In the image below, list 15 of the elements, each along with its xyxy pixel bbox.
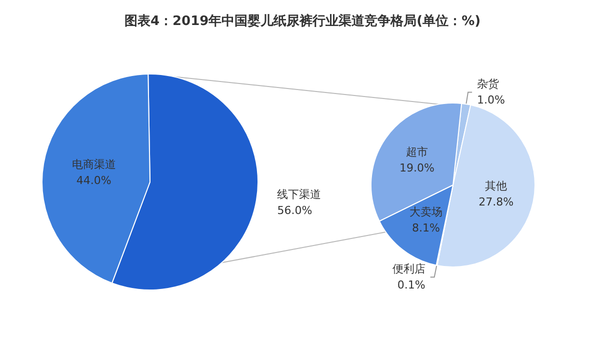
data-label: 1.0% <box>477 94 506 107</box>
data-label: 0.1% <box>397 278 426 292</box>
data-label: 27.8% <box>478 195 514 208</box>
data-label: 44.0% <box>76 174 112 187</box>
slice-label: 其他 <box>485 179 508 192</box>
slice-label: 线下渠道 <box>277 188 322 201</box>
slice-label: 超市 <box>406 145 428 158</box>
slice-label: 大卖场 <box>410 205 443 218</box>
slice-label: 便利店 <box>392 262 426 276</box>
data-label: 56.0% <box>277 204 312 217</box>
chart-title: 图表4：2019年中国婴儿纸尿裤行业渠道竞争格局(单位：%) <box>124 13 481 29</box>
slice-label: 电商渠道 <box>72 158 116 171</box>
data-label: 19.0% <box>399 161 434 174</box>
data-label: 8.1% <box>412 221 440 234</box>
slice-label: 杂货 <box>477 78 500 91</box>
